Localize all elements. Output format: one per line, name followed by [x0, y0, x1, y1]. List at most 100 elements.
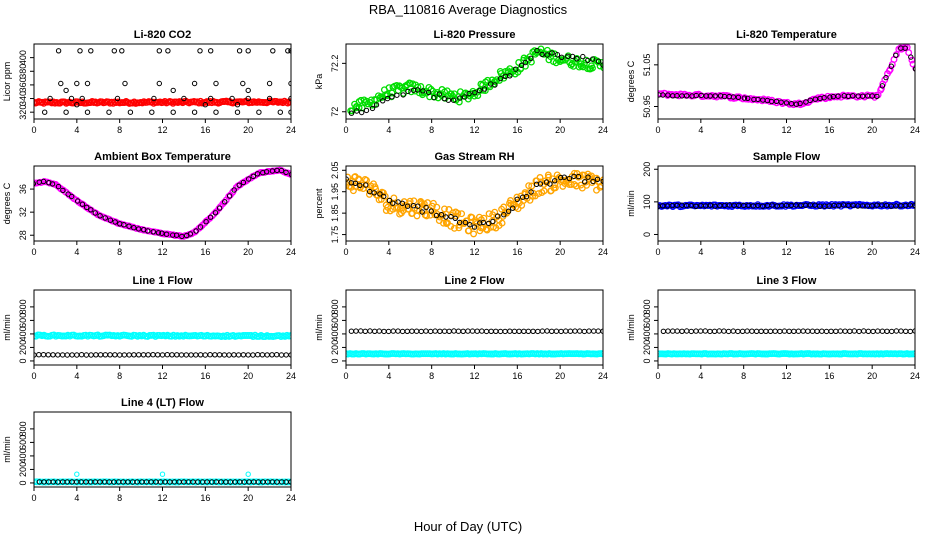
data-point [561, 174, 567, 180]
data-point [486, 220, 492, 227]
panel-title: Line 1 Flow [133, 275, 193, 287]
data-point [483, 328, 490, 335]
data-point [36, 352, 42, 358]
data-point [860, 93, 866, 99]
data-point [451, 328, 457, 334]
data-point [488, 328, 494, 334]
data-point [525, 328, 532, 334]
data-point [693, 328, 699, 334]
x-tick-label: 12 [157, 125, 167, 135]
data-point [77, 48, 83, 54]
data-point [138, 99, 146, 107]
data-point [231, 187, 237, 193]
data-point [902, 45, 908, 51]
data-point [551, 50, 559, 58]
data-point [702, 328, 708, 334]
data-point [589, 64, 596, 72]
data-point [212, 210, 219, 216]
data-point [432, 328, 438, 334]
data-point [277, 109, 283, 115]
data-point [352, 180, 359, 187]
x-tick-label: 12 [781, 371, 791, 381]
data-point [373, 102, 380, 108]
data-point [767, 328, 774, 334]
data-point [781, 328, 788, 334]
data-point [912, 66, 915, 72]
y-tick-label: 2.05 [330, 162, 340, 180]
panel-ylabel: kPa [314, 74, 324, 90]
data-point [797, 100, 803, 107]
data-point [788, 101, 795, 107]
data-point [97, 352, 104, 358]
data-point [595, 328, 601, 334]
data-point [563, 328, 569, 334]
data-point [553, 328, 560, 334]
x-tick-label: 16 [824, 125, 834, 135]
data-point [126, 223, 132, 229]
data-point [674, 328, 680, 334]
data-point [381, 192, 389, 200]
data-point [472, 90, 478, 96]
data-point [665, 328, 671, 334]
data-point [457, 95, 463, 101]
data-point [231, 352, 237, 358]
data-point [400, 90, 407, 97]
x-tick-label: 16 [512, 247, 522, 257]
data-point [155, 352, 161, 358]
data-point [406, 197, 414, 205]
data-point [889, 328, 895, 335]
data-point [65, 191, 71, 197]
x-tick-label: 0 [655, 125, 660, 135]
data-point [511, 328, 518, 334]
data-point [735, 328, 741, 335]
data-point [805, 328, 811, 334]
data-point [698, 92, 704, 99]
data-point [68, 95, 75, 102]
data-point [440, 219, 447, 227]
data-point [758, 328, 764, 334]
x-tick-label: 0 [343, 247, 348, 257]
plot-frame [33, 411, 292, 488]
data-point [193, 352, 199, 358]
data-points [347, 45, 603, 116]
data-point [385, 328, 392, 335]
figure-title: RBA_110816 Average Diagnostics [369, 2, 568, 17]
data-point [725, 328, 732, 335]
data-point [250, 173, 257, 180]
data-point [63, 87, 69, 94]
y-tick-label: 600 [642, 313, 652, 328]
x-tick-label: 16 [824, 371, 834, 381]
data-point [575, 173, 582, 180]
data-point [74, 471, 80, 477]
data-point [347, 183, 355, 191]
data-point [842, 328, 848, 334]
data-point [187, 231, 194, 237]
data-point [569, 53, 576, 60]
data-point [150, 229, 157, 235]
data-point [521, 328, 527, 334]
data-point [567, 328, 574, 334]
data-point [390, 328, 396, 334]
data-point [234, 102, 241, 108]
data-point [170, 109, 176, 115]
data-point [883, 74, 889, 81]
data-point [823, 328, 830, 335]
data-point [250, 352, 256, 358]
data-point [684, 328, 690, 334]
data-point [274, 352, 280, 358]
x-tick-label: 0 [343, 371, 348, 381]
x-tick-label: 4 [698, 125, 703, 135]
x-tick-label: 12 [157, 493, 167, 503]
data-point [908, 54, 914, 60]
data-point [197, 352, 204, 358]
data-point [111, 48, 118, 54]
data-point [502, 328, 508, 335]
data-point [427, 328, 434, 335]
data-point [348, 328, 355, 334]
panel-title: Gas Stream RH [434, 151, 514, 163]
data-point [591, 328, 597, 334]
x-tick-label: 8 [741, 125, 746, 135]
data-point [477, 220, 483, 226]
data-point [437, 328, 443, 334]
